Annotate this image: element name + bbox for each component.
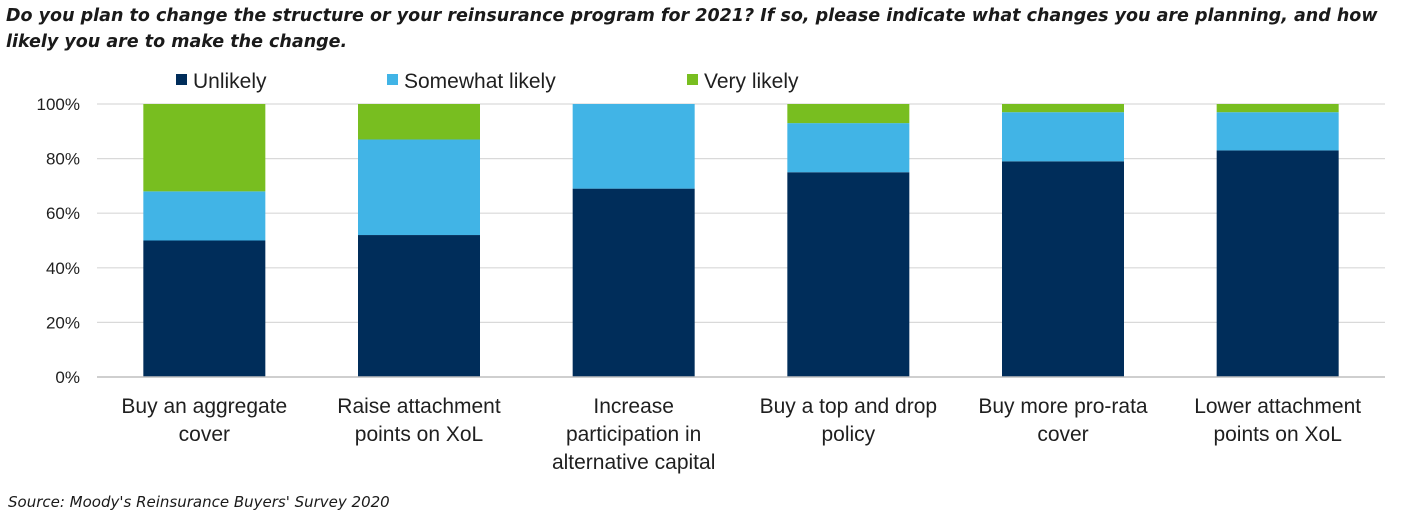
bar-segment <box>143 104 266 192</box>
stacked-bar-chart: 0% 20% 40% 60% 80% 100% Buy an aggregate cover… <box>37 70 1385 474</box>
y-tick-label: 80% <box>46 150 80 169</box>
x-tick-label: participation in <box>566 423 701 446</box>
legend-swatch <box>176 74 187 85</box>
x-tick-label: Buy more pro-rata <box>978 395 1148 418</box>
x-tick-label: policy <box>821 423 875 446</box>
x-tick-label: points on XoL <box>355 423 483 446</box>
chart-title: Do you plan to change the structure or y… <box>6 6 1378 52</box>
x-tick-label: alternative capital <box>552 451 715 474</box>
legend-label: Very likely <box>704 70 799 93</box>
y-axis: 0% 20% 40% 60% 80% 100% <box>37 95 80 387</box>
x-tick-label: Buy a top and drop <box>760 395 937 418</box>
x-tick-label: Lower attachment <box>1194 395 1361 418</box>
bar-segment <box>1216 104 1339 113</box>
bar-segment <box>358 139 480 236</box>
bar-segment <box>572 188 695 377</box>
y-tick-label: 40% <box>46 259 80 278</box>
legend: Unlikely Somewhat likely Very likely <box>176 70 799 93</box>
y-tick-label: 60% <box>46 204 80 223</box>
y-tick-label: 20% <box>46 313 80 332</box>
legend-swatch <box>687 74 698 85</box>
bar-segment <box>1216 112 1339 151</box>
bar-segment <box>787 172 910 377</box>
x-tick-label: cover <box>1037 423 1088 446</box>
bar-segment <box>572 104 695 189</box>
bars <box>143 104 1339 377</box>
source-note: Source: Moody's Reinsurance Buyers' Surv… <box>8 493 390 511</box>
x-tick-label: points on XoL <box>1213 423 1341 446</box>
x-tick-label: Buy an aggregate <box>121 395 287 418</box>
bar-segment <box>143 240 266 377</box>
bar-segment <box>787 123 910 173</box>
y-tick-label: 100% <box>37 95 80 114</box>
x-tick-label: Raise attachment <box>337 395 501 418</box>
x-tick-label: cover <box>179 423 230 446</box>
bar-segment <box>1002 112 1124 162</box>
gridlines <box>97 103 1385 323</box>
legend-label: Unlikely <box>193 70 267 93</box>
bar-segment <box>358 104 480 140</box>
bar-segment <box>1002 161 1124 377</box>
x-tick-label: Increase <box>593 395 674 418</box>
bar-segment <box>358 235 480 377</box>
x-axis: Buy an aggregate cover Raise attachment poi… <box>97 376 1385 474</box>
y-tick-label: 0% <box>55 368 80 387</box>
legend-label: Somewhat likely <box>404 70 556 93</box>
legend-swatch <box>387 74 398 85</box>
bar-segment <box>143 191 266 241</box>
bar-segment <box>1216 150 1339 377</box>
bar-segment <box>787 104 910 124</box>
bar-segment <box>1002 104 1124 113</box>
